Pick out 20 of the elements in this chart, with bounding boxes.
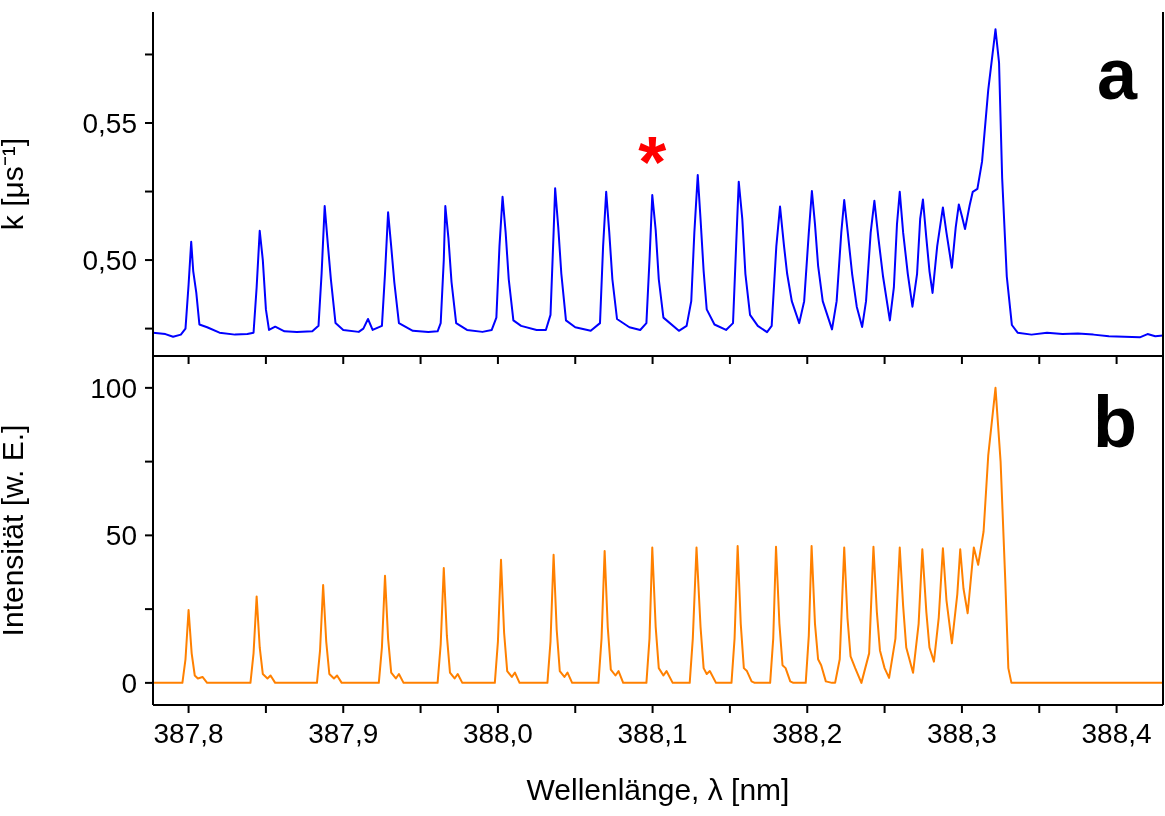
y-tick-label: 0,55 (82, 107, 137, 139)
line-series (153, 28, 1163, 339)
x-tick-label: 388,1 (617, 717, 688, 749)
x-tick-label: 388,2 (772, 717, 843, 749)
x-axis-title: Wellenlänge, λ [nm] (526, 773, 790, 806)
annotation: * (638, 122, 667, 203)
x-tick-label: 387,8 (153, 717, 224, 749)
y-tick-label: 50 (105, 520, 137, 552)
y-axis-title: Intensität [w. E.] (0, 424, 29, 637)
y-tick-label: 0,50 (82, 245, 137, 276)
annotation: a (1096, 34, 1137, 114)
x-tick-label: 388,0 (462, 717, 533, 749)
annotation: b (1093, 382, 1137, 462)
x-tick-label: 387,9 (308, 717, 379, 749)
y-tick-label: 100 (90, 372, 137, 404)
line-series (153, 386, 1163, 684)
x-tick-label: 388,3 (926, 717, 997, 749)
y-tick-label: 0 (121, 667, 137, 699)
x-tick-label: 388,4 (1081, 717, 1152, 749)
y-axis-title: k [μs⁻¹] (0, 137, 29, 231)
